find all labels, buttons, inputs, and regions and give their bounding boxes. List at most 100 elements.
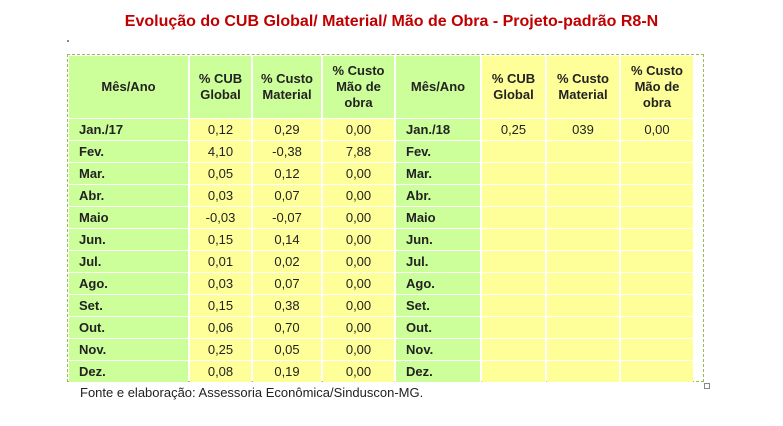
- cell-month-left: Set.: [69, 295, 188, 316]
- header-custo-mao-obra-right: % Custo Mão de obra: [621, 56, 693, 118]
- cell-custo-material-right: [547, 207, 619, 228]
- header-cub-global-right-text: % CUB Global: [491, 71, 536, 102]
- cell-cub-global-left: 0,25: [190, 339, 251, 360]
- cell-custo-material-right: [547, 185, 619, 206]
- table-row: Out. 0,06 0,70 0,00 Out.: [69, 317, 693, 338]
- cell-month-right: Jan./18: [396, 119, 480, 140]
- cell-custo-mao-obra-right: [621, 317, 693, 338]
- cell-custo-mao-obra-right: [621, 295, 693, 316]
- table-row: Abr. 0,03 0,07 0,00 Abr.: [69, 185, 693, 206]
- cell-custo-mao-obra-left: 0,00: [323, 273, 394, 294]
- table-row: Maio -0,03 -0,07 0,00 Maio: [69, 207, 693, 228]
- cell-month-right: Out.: [396, 317, 480, 338]
- cell-cub-global-right: [482, 229, 545, 250]
- cell-custo-material-left: 0,29: [253, 119, 321, 140]
- cell-month-right: Maio: [396, 207, 480, 228]
- header-month-left: Mês/Ano: [69, 56, 188, 118]
- cell-cub-global-right: [482, 361, 545, 382]
- cell-month-right: Dez.: [396, 361, 480, 382]
- cell-custo-mao-obra-left: 0,00: [323, 185, 394, 206]
- cell-custo-material-left: 0,70: [253, 317, 321, 338]
- cell-custo-mao-obra-left: 0,00: [323, 317, 394, 338]
- header-cub-global-left-text: % CUB Global: [198, 71, 243, 102]
- table-row: Fev. 4,10 -0,38 7,88 Fev.: [69, 141, 693, 162]
- cell-custo-material-right: [547, 317, 619, 338]
- cell-custo-material-right: [547, 141, 619, 162]
- cell-cub-global-right: [482, 295, 545, 316]
- cell-custo-mao-obra-left: 7,88: [323, 141, 394, 162]
- cell-cub-global-right: [482, 185, 545, 206]
- cell-custo-material-right: [547, 295, 619, 316]
- cell-custo-material-right: 039: [547, 119, 619, 140]
- table-body: Jan./17 0,12 0,29 0,00 Jan./18 0,25 039 0,00 Fev…: [69, 119, 693, 382]
- resize-handle: [704, 383, 710, 389]
- cell-cub-global-right: 0,25: [482, 119, 545, 140]
- header-custo-material-right: % Custo Material: [547, 56, 619, 118]
- cell-month-right: Mar.: [396, 163, 480, 184]
- table-row: Nov. 0,25 0,05 0,00 Nov.: [69, 339, 693, 360]
- header-custo-material-left-text: % Custo Material: [261, 71, 313, 102]
- cell-custo-material-right: [547, 251, 619, 272]
- cell-custo-mao-obra-right: [621, 273, 693, 294]
- cell-custo-material-left: 0,07: [253, 185, 321, 206]
- cell-custo-material-right: [547, 229, 619, 250]
- table-row: Dez. 0,08 0,19 0,00 Dez.: [69, 361, 693, 382]
- table-row: Set. 0,15 0,38 0,00 Set.: [69, 295, 693, 316]
- cell-cub-global-right: [482, 317, 545, 338]
- cell-cub-global-left: 0,05: [190, 163, 251, 184]
- cell-custo-mao-obra-left: 0,00: [323, 251, 394, 272]
- cell-cub-global-left: 0,15: [190, 295, 251, 316]
- cell-cub-global-left: 0,06: [190, 317, 251, 338]
- cell-custo-material-left: 0,05: [253, 339, 321, 360]
- cell-cub-global-right: [482, 207, 545, 228]
- cell-cub-global-right: [482, 339, 545, 360]
- cell-cub-global-right: [482, 163, 545, 184]
- cell-month-right: Nov.: [396, 339, 480, 360]
- cell-custo-mao-obra-right: [621, 229, 693, 250]
- cell-month-left: Jul.: [69, 251, 188, 272]
- table-row: Jul. 0,01 0,02 0,00 Jul.: [69, 251, 693, 272]
- cell-custo-mao-obra-left: 0,00: [323, 295, 394, 316]
- cell-month-left: Maio: [69, 207, 188, 228]
- cub-evolution-table: Mês/Ano % CUB Global % Custo Material % …: [67, 55, 695, 383]
- cell-month-right: Set.: [396, 295, 480, 316]
- cell-custo-mao-obra-right: [621, 361, 693, 382]
- header-month-right: Mês/Ano: [396, 56, 480, 118]
- cell-custo-material-right: [547, 163, 619, 184]
- cell-cub-global-left: -0,03: [190, 207, 251, 228]
- cell-cub-global-right: [482, 273, 545, 294]
- cell-custo-material-left: -0,07: [253, 207, 321, 228]
- cell-custo-mao-obra-right: [621, 207, 693, 228]
- decorative-mark: [67, 40, 69, 42]
- cell-custo-mao-obra-right: [621, 185, 693, 206]
- cell-custo-mao-obra-right: [621, 141, 693, 162]
- table-row: Mar. 0,05 0,12 0,00 Mar.: [69, 163, 693, 184]
- cell-cub-global-left: 0,15: [190, 229, 251, 250]
- cell-month-right: Abr.: [396, 185, 480, 206]
- cell-cub-global-left: 4,10: [190, 141, 251, 162]
- source-note: Fonte e elaboração: Assessoria Econômica…: [80, 385, 424, 400]
- cell-month-right: Jun.: [396, 229, 480, 250]
- cell-cub-global-left: 0,03: [190, 273, 251, 294]
- header-custo-mao-obra-right-text: % Custo Mão de obra: [631, 63, 683, 110]
- cell-custo-mao-obra-left: 0,00: [323, 339, 394, 360]
- cell-month-left: Jun.: [69, 229, 188, 250]
- cell-custo-material-left: 0,12: [253, 163, 321, 184]
- cell-custo-material-left: 0,02: [253, 251, 321, 272]
- cell-custo-mao-obra-left: 0,00: [323, 229, 394, 250]
- cell-month-left: Jan./17: [69, 119, 188, 140]
- cell-custo-material-right: [547, 273, 619, 294]
- cell-cub-global-right: [482, 251, 545, 272]
- cell-custo-mao-obra-left: 0,00: [323, 163, 394, 184]
- cell-month-left: Mar.: [69, 163, 188, 184]
- cell-cub-global-left: 0,03: [190, 185, 251, 206]
- cell-custo-mao-obra-right: 0,00: [621, 119, 693, 140]
- cell-custo-mao-obra-right: [621, 251, 693, 272]
- cell-custo-material-right: [547, 361, 619, 382]
- cell-month-left: Fev.: [69, 141, 188, 162]
- header-cub-global-right: % CUB Global: [482, 56, 545, 118]
- cell-month-left: Ago.: [69, 273, 188, 294]
- header-custo-material-left: % Custo Material: [253, 56, 321, 118]
- cell-cub-global-left: 0,01: [190, 251, 251, 272]
- cell-month-right: Fev.: [396, 141, 480, 162]
